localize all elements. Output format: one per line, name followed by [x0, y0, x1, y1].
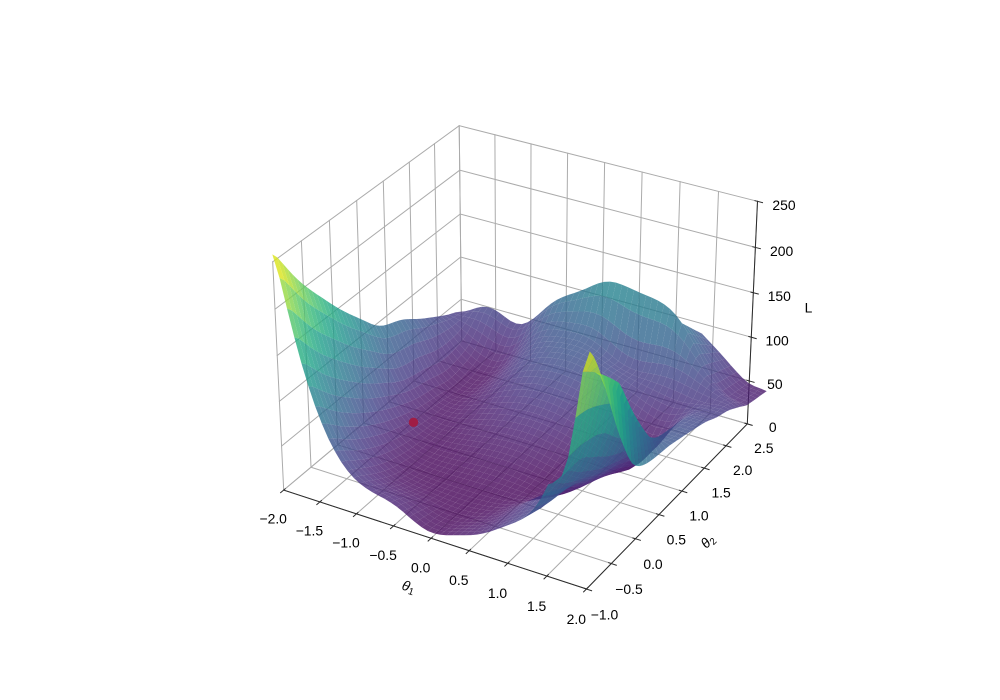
svg-text:100: 100: [766, 333, 789, 349]
svg-text:θ2: θ2: [697, 531, 719, 553]
svg-text:200: 200: [770, 243, 793, 259]
svg-text:2.0: 2.0: [567, 611, 587, 627]
svg-text:1.0: 1.0: [488, 585, 508, 601]
svg-text:1.5: 1.5: [527, 598, 547, 614]
svg-text:L: L: [805, 299, 813, 315]
svg-text:−2.0: −2.0: [259, 511, 287, 527]
svg-text:−1.5: −1.5: [296, 523, 324, 539]
svg-text:150: 150: [768, 288, 791, 304]
svg-text:0.5: 0.5: [449, 572, 469, 588]
svg-text:0: 0: [769, 419, 777, 435]
svg-text:−1.0: −1.0: [591, 607, 619, 623]
svg-text:250: 250: [772, 197, 795, 213]
svg-text:−0.5: −0.5: [615, 581, 643, 597]
svg-text:0.5: 0.5: [667, 531, 687, 547]
svg-text:−0.5: −0.5: [369, 547, 397, 563]
svg-text:1.5: 1.5: [711, 485, 731, 501]
svg-text:0.0: 0.0: [643, 556, 663, 572]
svg-text:2.0: 2.0: [733, 462, 753, 478]
svg-text:0.0: 0.0: [411, 559, 431, 575]
svg-text:θ1: θ1: [399, 577, 417, 599]
svg-text:2.5: 2.5: [754, 440, 774, 456]
svg-text:50: 50: [767, 376, 783, 392]
svg-text:1.0: 1.0: [689, 508, 709, 524]
svg-text:−1.0: −1.0: [332, 535, 360, 551]
